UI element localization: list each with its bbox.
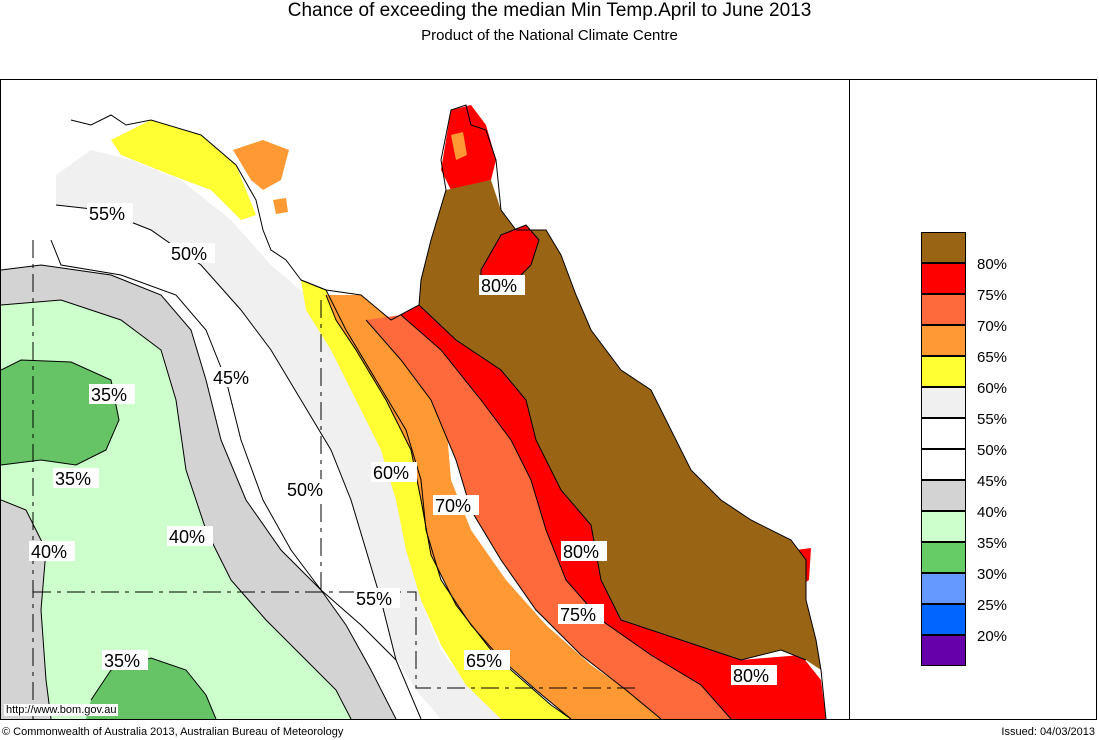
map-title: Chance of exceeding the median Min Temp.… bbox=[287, 0, 812, 21]
region-35pct-dark-b bbox=[86, 658, 216, 719]
legend-label: 45% bbox=[977, 473, 1008, 490]
map-label: 35% bbox=[104, 651, 140, 671]
contour-line bbox=[1, 359, 120, 466]
contour-line bbox=[1, 499, 52, 719]
contour-line bbox=[400, 314, 732, 719]
contour-line bbox=[365, 319, 662, 719]
region-70pct bbox=[366, 315, 731, 719]
region-80pct-inner-red bbox=[481, 225, 539, 285]
copyright-text: © Commonwealth of Australia 2013, Austra… bbox=[2, 726, 344, 738]
map-label: 65% bbox=[466, 651, 502, 671]
map-label: 70% bbox=[435, 496, 471, 516]
contour-line bbox=[90, 657, 217, 719]
map-label: 40% bbox=[169, 527, 205, 547]
contour-line bbox=[1, 299, 352, 719]
legend-swatch bbox=[921, 480, 966, 511]
contour-line bbox=[300, 279, 572, 719]
map-frame bbox=[0, 79, 1097, 720]
state-border bbox=[33, 591, 641, 689]
probability-map: 55% 50% 45% 35% 35% 40% 40% 35% 50% 60% … bbox=[1, 80, 849, 719]
map-label: 45% bbox=[213, 368, 249, 388]
map-label: 35% bbox=[55, 469, 91, 489]
legend-label: 70% bbox=[977, 318, 1008, 335]
map-subtitle: Product of the National Climate Centre bbox=[421, 27, 678, 44]
region-75pct bbox=[401, 305, 826, 719]
region-75pct-cape bbox=[441, 105, 496, 190]
legend-label: 80% bbox=[977, 256, 1008, 273]
legend-label: 40% bbox=[977, 504, 1008, 521]
source-url[interactable]: http://www.bom.gov.au bbox=[4, 704, 119, 716]
legend-label: 35% bbox=[977, 535, 1008, 552]
legend-swatch bbox=[921, 356, 966, 387]
region-65pct bbox=[326, 295, 661, 719]
region-60pct bbox=[111, 120, 256, 220]
legend-swatch bbox=[921, 294, 966, 325]
map-label: 55% bbox=[356, 589, 392, 609]
legend-label: 25% bbox=[977, 597, 1008, 614]
legend-label: 60% bbox=[977, 380, 1008, 397]
legend-label: 30% bbox=[977, 566, 1008, 583]
map-label: 40% bbox=[31, 542, 67, 562]
map-label: 75% bbox=[560, 605, 596, 625]
contour-line bbox=[418, 304, 807, 661]
map-label: 35% bbox=[91, 385, 127, 405]
map-label: 80% bbox=[733, 666, 769, 686]
legend-label: 65% bbox=[977, 349, 1008, 366]
legend-swatch bbox=[921, 542, 966, 573]
legend-swatch bbox=[921, 418, 966, 449]
region-65pct-north bbox=[233, 140, 289, 190]
legend-swatch bbox=[921, 325, 966, 356]
legend-swatch bbox=[921, 635, 966, 666]
region-80pct bbox=[419, 180, 821, 670]
legend-swatch bbox=[921, 263, 966, 294]
region-80pct-cape-small bbox=[451, 132, 467, 160]
region-60pct-east bbox=[301, 280, 571, 719]
map-label: 60% bbox=[373, 463, 409, 483]
map-label: 50% bbox=[171, 244, 207, 264]
map-label: 80% bbox=[481, 276, 517, 296]
region-65pct-island bbox=[273, 198, 288, 214]
legend-swatch bbox=[921, 511, 966, 542]
legend-swatch bbox=[921, 449, 966, 480]
coastline bbox=[70, 104, 827, 719]
contour-line bbox=[1, 264, 397, 661]
map-label-group: 55% 50% 45% 35% 35% 40% 40% 35% 50% 60% … bbox=[29, 203, 777, 686]
legend-swatch bbox=[921, 604, 966, 635]
map-legend-divider bbox=[849, 79, 850, 720]
contour-line bbox=[50, 239, 397, 719]
legend-label: 55% bbox=[977, 411, 1008, 428]
map-label: 55% bbox=[89, 204, 125, 224]
legend-swatch bbox=[921, 232, 966, 263]
map-label: 50% bbox=[287, 480, 323, 500]
map-label: 80% bbox=[563, 542, 599, 562]
legend-label: 75% bbox=[977, 287, 1008, 304]
legend-swatch bbox=[921, 387, 966, 418]
region-55pct bbox=[56, 150, 501, 719]
legend-label: 20% bbox=[977, 628, 1008, 645]
legend-swatch bbox=[921, 573, 966, 604]
issued-date: Issued: 04/03/2013 bbox=[1001, 726, 1095, 738]
legend-label: 50% bbox=[977, 442, 1008, 459]
